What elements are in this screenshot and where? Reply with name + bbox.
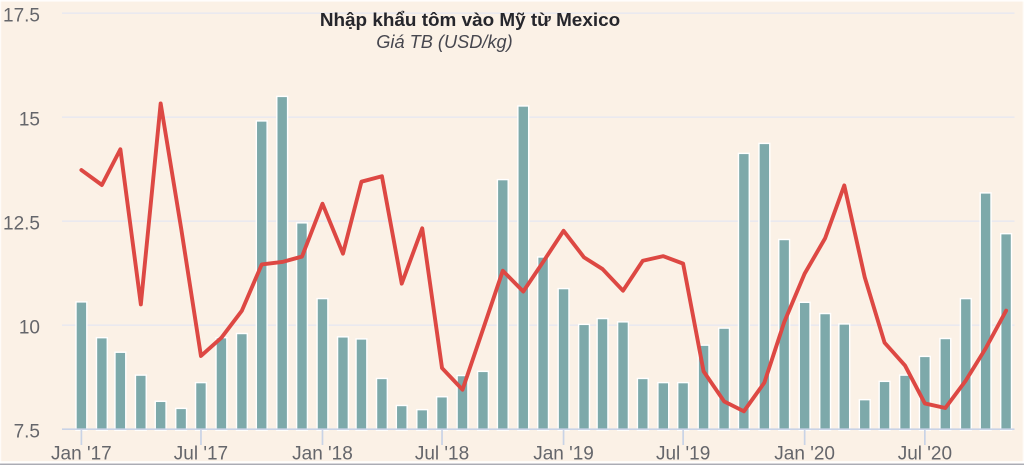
- svg-text:Jan '19: Jan '19: [533, 444, 594, 465]
- svg-text:Giá TB (USD/kg): Giá TB (USD/kg): [376, 32, 512, 52]
- svg-text:Jul '19: Jul '19: [656, 444, 710, 465]
- svg-text:15: 15: [19, 110, 40, 131]
- svg-text:Nhập khẩu tôm vào Mỹ từ Mexico: Nhập khẩu tôm vào Mỹ từ Mexico: [320, 10, 620, 31]
- svg-text:7.5: 7.5: [14, 422, 40, 443]
- svg-text:Jan '20: Jan '20: [774, 444, 835, 465]
- svg-text:17.5: 17.5: [3, 6, 40, 27]
- svg-text:Jul '18: Jul '18: [415, 444, 469, 465]
- svg-text:Jul '17: Jul '17: [174, 444, 228, 465]
- svg-text:Jan '17: Jan '17: [51, 444, 112, 465]
- svg-text:Jul '20: Jul '20: [898, 444, 952, 465]
- svg-text:12.5: 12.5: [3, 214, 40, 235]
- svg-text:10: 10: [19, 318, 40, 339]
- svg-text:Jan '18: Jan '18: [292, 444, 353, 465]
